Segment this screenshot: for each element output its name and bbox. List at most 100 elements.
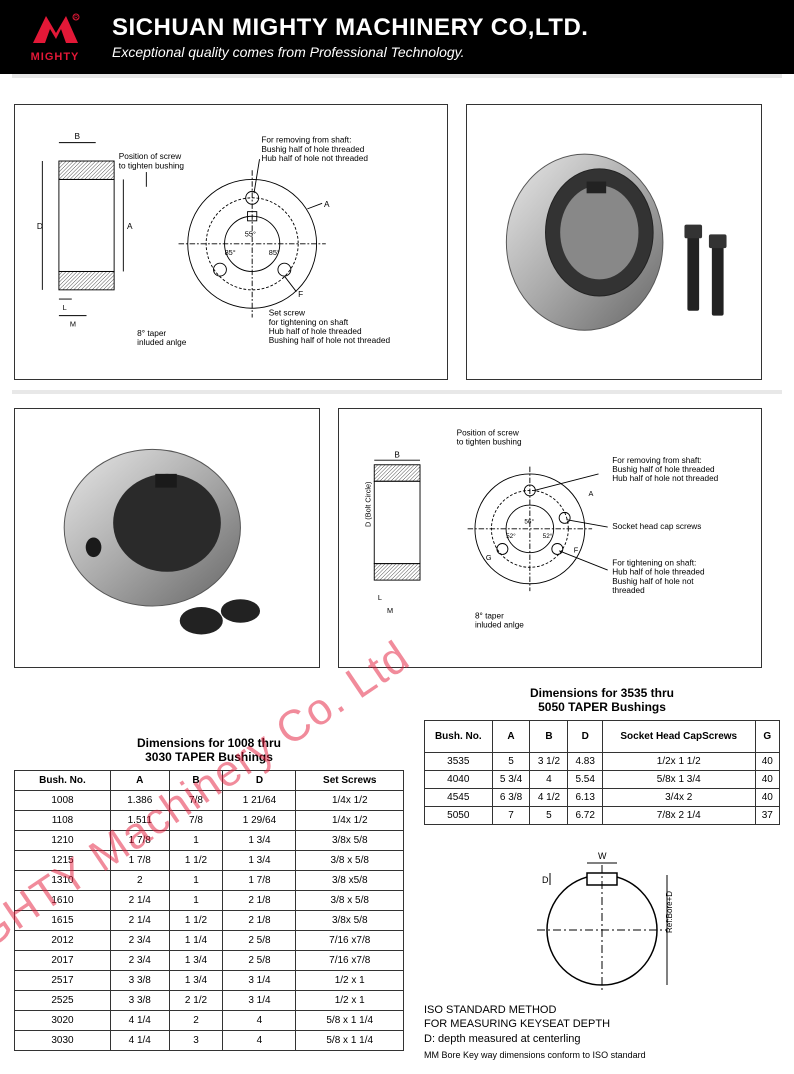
svg-text:For tightening on shaft:: For tightening on shaft:: [612, 558, 696, 567]
table-cell: 40: [755, 753, 779, 771]
divider: [12, 390, 782, 394]
svg-text:B: B: [75, 132, 81, 141]
table-cell: 4: [223, 1011, 296, 1031]
table-cell: 1/4x 1/2: [296, 791, 404, 811]
svg-text:F: F: [574, 546, 579, 555]
page-header: R MIGHTY SICHUAN MIGHTY MACHINERY CO,LTD…: [0, 0, 794, 74]
svg-text:Hub half of hole threaded: Hub half of hole threaded: [612, 568, 705, 577]
iso-line: D: depth measured at centerling: [424, 1032, 780, 1046]
table-cell: 7/8: [169, 791, 223, 811]
table-header: Bush. No.: [425, 721, 493, 753]
iso-method-section: W D Ref:Bore+D ISO STANDARD METHOD FOR M…: [424, 845, 780, 1062]
svg-text:52°: 52°: [506, 532, 516, 540]
table-cell: 2 1/4: [110, 891, 169, 911]
svg-text:threaded: threaded: [612, 586, 645, 595]
svg-text:inluded anlge: inluded anlge: [137, 338, 187, 347]
table-cell: 7/16 x7/8: [296, 931, 404, 951]
table-cell: 4: [530, 771, 568, 789]
svg-text:Ref:Bore+D: Ref:Bore+D: [665, 891, 674, 933]
table-row: 40405 3/445.545/8x 1 3/440: [425, 771, 780, 789]
table-2-title: Dimensions for 3535 thru 5050 TAPER Bush…: [424, 686, 780, 714]
svg-text:85°: 85°: [269, 248, 280, 257]
technical-diagram-2: B D (Bolt Circle) L M 56°: [338, 408, 762, 668]
table-cell: 1 3/4: [223, 831, 296, 851]
logo: R MIGHTY: [10, 5, 100, 69]
table-cell: 4.83: [568, 753, 603, 771]
table-cell: 2 1/2: [169, 991, 223, 1011]
table-cell: 3 1/4: [223, 971, 296, 991]
table-cell: 1108: [15, 811, 111, 831]
svg-text:D: D: [542, 875, 549, 885]
table-cell: 7: [492, 807, 530, 825]
table-cell: 4 1/4: [110, 1011, 169, 1031]
svg-text:D: D: [37, 222, 43, 231]
svg-text:F: F: [298, 290, 303, 299]
table-cell: 1 7/8: [110, 831, 169, 851]
table-cell: 4545: [425, 789, 493, 807]
table-header: Socket Head CapScrews: [602, 721, 755, 753]
table-row: 16102 1/412 1/83/8 x 5/8: [15, 891, 404, 911]
table-cell: 1 1/2: [169, 851, 223, 871]
svg-text:For removing from shaft:: For removing from shaft:: [261, 136, 351, 145]
table-cell: 5.54: [568, 771, 603, 789]
header-text: SICHUAN MIGHTY MACHINERY CO,LTD. Excepti…: [112, 14, 588, 60]
table-cell: 2012: [15, 931, 111, 951]
table-header: G: [755, 721, 779, 753]
table-cell: 3/8x 5/8: [296, 911, 404, 931]
table-header: D: [568, 721, 603, 753]
table-cell: 2017: [15, 951, 111, 971]
table-cell: 2 3/4: [110, 951, 169, 971]
table-cell: 40: [755, 789, 779, 807]
table-cell: 1.386: [110, 791, 169, 811]
table-row: 353553 1/24.831/2x 1 1/240: [425, 753, 780, 771]
table-header: Bush. No.: [15, 771, 111, 791]
logo-text: MIGHTY: [31, 51, 80, 63]
table-cell: 3 1/4: [223, 991, 296, 1011]
svg-text:Bushig half of hole not: Bushig half of hole not: [612, 577, 694, 586]
svg-text:Socket head cap screws: Socket head cap screws: [612, 522, 701, 531]
table-cell: 2 5/8: [223, 951, 296, 971]
table-header: B: [530, 721, 568, 753]
svg-text:M: M: [70, 320, 76, 329]
svg-text:Bushing half of hole not threa: Bushing half of hole not threaded: [269, 336, 391, 345]
table-cell: 1310: [15, 871, 111, 891]
table-title-line: 3030 TAPER Bushings: [145, 750, 273, 764]
table-row: 45456 3/84 1/26.133/4x 240: [425, 789, 780, 807]
table-cell: 3/8x 5/8: [296, 831, 404, 851]
svg-text:Hub half of hole not threaded: Hub half of hole not threaded: [612, 474, 718, 483]
table-cell: 2: [169, 1011, 223, 1031]
table-cell: 3/8 x5/8: [296, 871, 404, 891]
table-row: 11081.5117/81 29/641/4x 1/2: [15, 811, 404, 831]
table-cell: 3535: [425, 753, 493, 771]
dimensions-table-2: Bush. No.ABDSocket Head CapScrewsG 35355…: [424, 720, 780, 825]
table-cell: 4: [223, 1031, 296, 1051]
product-photo-1: [466, 104, 762, 380]
table-cell: 4 1/4: [110, 1031, 169, 1051]
table-cell: 2 1/4: [110, 911, 169, 931]
table-header: A: [492, 721, 530, 753]
table-cell: 40: [755, 771, 779, 789]
svg-text:to tighten bushing: to tighten bushing: [457, 438, 522, 447]
svg-text:A: A: [127, 222, 133, 231]
table-cell: 5: [530, 807, 568, 825]
table-cell: 5/8 x 1 1/4: [296, 1031, 404, 1051]
table-cell: 1210: [15, 831, 111, 851]
iso-line: ISO STANDARD METHOD: [424, 1003, 780, 1017]
table-cell: 3 3/8: [110, 971, 169, 991]
iso-line: FOR MEASURING KEYSEAT DEPTH: [424, 1017, 780, 1031]
table-cell: 1615: [15, 911, 111, 931]
table-cell: 1/4x 1/2: [296, 811, 404, 831]
table-row: 12151 7/81 1/21 3/43/8 x 5/8: [15, 851, 404, 871]
table-cell: 3/8 x 5/8: [296, 851, 404, 871]
table-row: 25173 3/81 3/43 1/41/2 x 1: [15, 971, 404, 991]
svg-text:52°: 52°: [543, 532, 553, 540]
table-cell: 5/8x 1 3/4: [602, 771, 755, 789]
table-cell: 1 7/8: [110, 851, 169, 871]
svg-text:55°: 55°: [245, 229, 256, 238]
table-1-title: Dimensions for 1008 thru 3030 TAPER Bush…: [14, 736, 404, 764]
table-cell: 1 21/64: [223, 791, 296, 811]
svg-text:Bushig half of hole threaded: Bushig half of hole threaded: [261, 145, 364, 154]
table-cell: 7/16 x7/8: [296, 951, 404, 971]
table-cell: 1 29/64: [223, 811, 296, 831]
table-1-container: Dimensions for 1008 thru 3030 TAPER Bush…: [14, 736, 404, 1062]
